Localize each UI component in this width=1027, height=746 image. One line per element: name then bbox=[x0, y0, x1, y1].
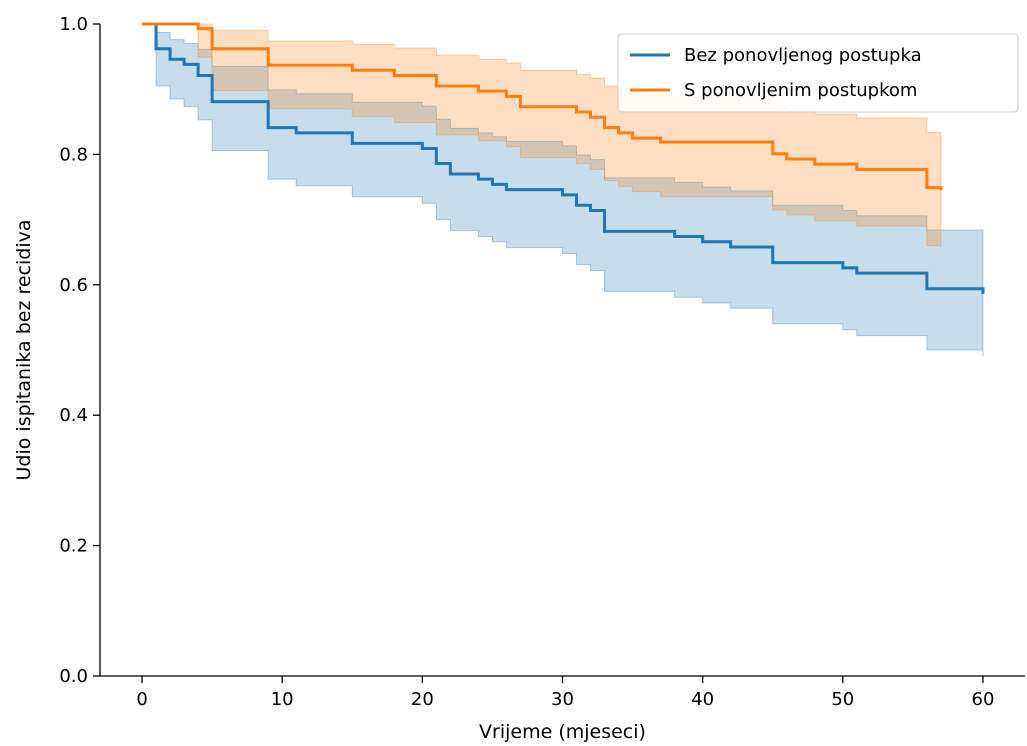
x-tick-label: 10 bbox=[271, 689, 294, 710]
survival-curves bbox=[142, 22, 985, 294]
legend-label-series-1: Bez ponovljenog postupka bbox=[684, 45, 922, 66]
y-tick-label: 0.6 bbox=[59, 275, 88, 296]
y-tick-label: 0.4 bbox=[59, 405, 88, 426]
y-tick-label: 0.2 bbox=[59, 536, 88, 557]
y-tick-label: 0.8 bbox=[59, 144, 88, 165]
x-tick-label: 20 bbox=[411, 689, 434, 710]
legend: Bez ponovljenog postupka S ponovljenim po… bbox=[617, 33, 1019, 113]
x-tick-label: 60 bbox=[972, 689, 995, 710]
x-tick-label: 30 bbox=[551, 689, 574, 710]
x-tick-label: 40 bbox=[691, 689, 714, 710]
y-tick-label: 1.0 bbox=[59, 14, 88, 35]
axes: 0 10 20 30 40 50 60 0.0 0.2 0.4 0.6 0.8 1.0 bbox=[59, 14, 1025, 710]
x-axis-label: Vrijeme (mjeseci) bbox=[479, 721, 646, 743]
legend-label-series-2: S ponovljenim postupkom bbox=[684, 80, 917, 101]
x-tick-label: 0 bbox=[136, 689, 147, 710]
y-tick-label: 0.0 bbox=[59, 666, 88, 687]
ci-band-series-2 bbox=[142, 23, 942, 249]
y-axis-label: Udio ispitanika bez recidiva bbox=[13, 220, 35, 481]
x-tick-label: 50 bbox=[831, 689, 854, 710]
legend-frame bbox=[617, 33, 1019, 113]
survival-line-series-2 bbox=[142, 22, 943, 191]
survival-line-series-1 bbox=[142, 22, 985, 294]
